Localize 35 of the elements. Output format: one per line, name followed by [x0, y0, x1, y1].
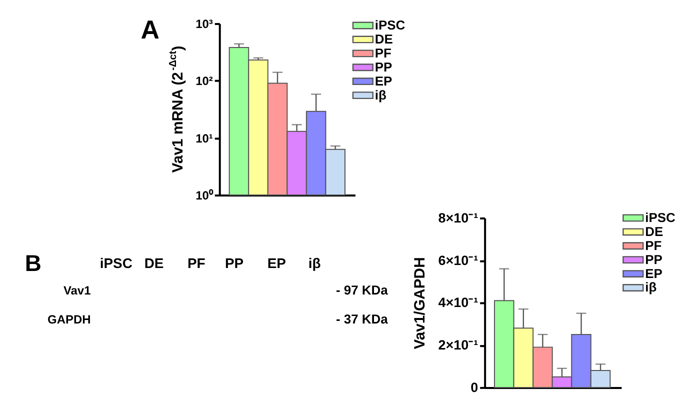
- category-label: EP: [267, 254, 286, 271]
- legend-label: PF: [645, 238, 662, 253]
- category-label: DE: [144, 254, 164, 271]
- category-label: Vav1: [63, 284, 91, 298]
- category-label: PF: [188, 254, 206, 271]
- legend-label: EP: [645, 266, 663, 281]
- legend-label: DE: [374, 31, 394, 46]
- y-tick-label: 4×10⁻¹: [438, 295, 479, 310]
- legend-label: PP: [374, 59, 393, 74]
- y-tick-label: 2×10⁻¹: [438, 338, 479, 353]
- y-tick-label: 10³: [196, 17, 213, 32]
- category-label: GAPDH: [48, 312, 91, 327]
- legend-label: PP: [645, 252, 663, 267]
- y-axis-title: Vav1 mRNA (2-Δct): [168, 46, 186, 173]
- y-axis-title: Vav1/GAPDH: [411, 257, 428, 350]
- y-tick-label: 10⁰: [196, 188, 214, 202]
- text: B: [24, 250, 42, 276]
- y-tick-label: 6×10⁻¹: [438, 252, 479, 268]
- text: A: [140, 16, 160, 44]
- category-label: - 37 KDa: [336, 312, 388, 327]
- legend-label: PF: [374, 45, 392, 60]
- category-label: PP: [225, 254, 244, 271]
- legend-label: iPSC: [645, 210, 676, 225]
- legend-label: iβ: [645, 280, 657, 295]
- y-tick-label: 0: [470, 380, 478, 395]
- y-tick-label: 8×10⁻¹: [438, 210, 479, 226]
- legend-label: DE: [645, 224, 664, 239]
- legend-label: iPSC: [374, 18, 406, 32]
- y-tick-label: 10¹: [196, 131, 213, 146]
- legend-label: EP: [374, 73, 393, 88]
- category-label: iPSC: [100, 254, 132, 271]
- y-tick-label: 10²: [196, 74, 213, 88]
- category-label: iβ: [308, 254, 322, 271]
- legend-label: iβ: [374, 87, 386, 102]
- category-label: - 97 KDa: [336, 282, 388, 298]
